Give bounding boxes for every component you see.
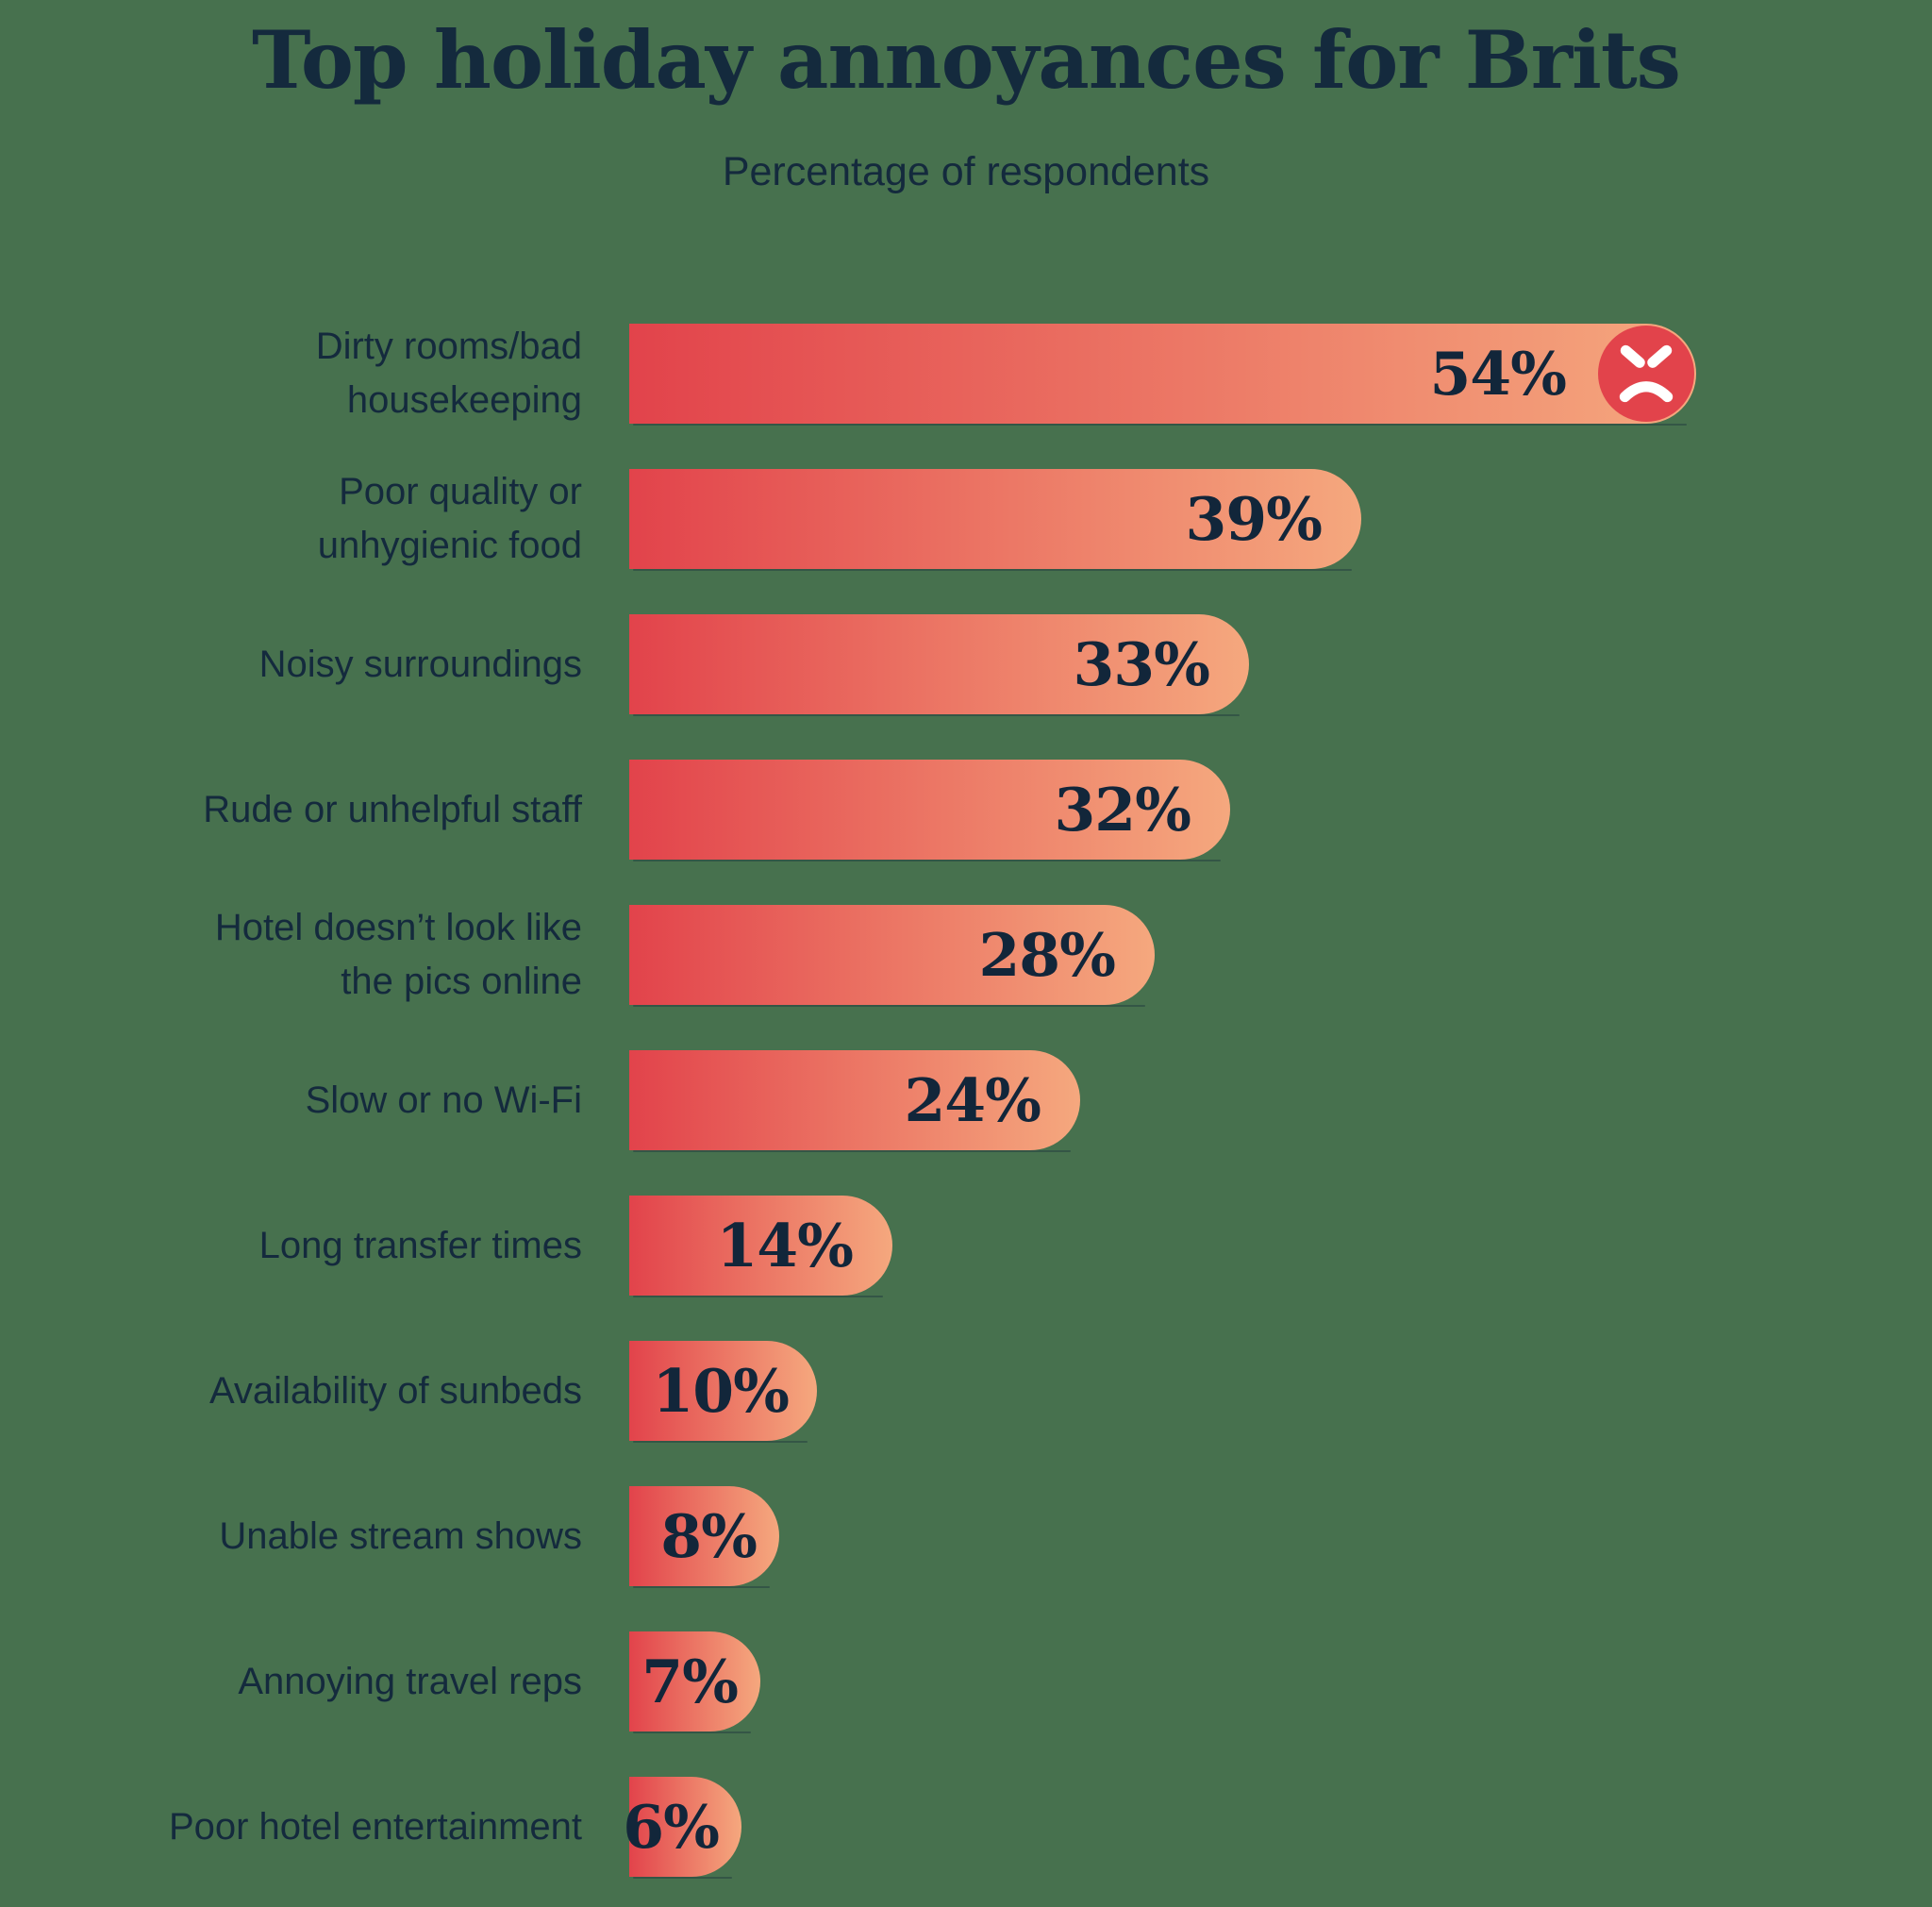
category-label: Annoying travel reps <box>238 1660 582 1702</box>
bar-value-label: 54% <box>1429 339 1567 409</box>
chart-row: Slow or no Wi-Fi 24% <box>0 1050 1932 1152</box>
bar: 28% <box>629 905 1155 1007</box>
bar: 54% <box>629 324 1696 426</box>
bar: 33% <box>629 614 1249 716</box>
bar: 7% <box>629 1631 760 1733</box>
bar: 39% <box>629 469 1361 571</box>
chart-row: Unable stream shows 8% <box>0 1486 1932 1588</box>
chart-row: Poor quality or unhygienic food 39% <box>0 469 1932 571</box>
chart-subtitle: Percentage of respondents <box>722 149 1210 194</box>
category-label: Unable stream shows <box>219 1514 582 1557</box>
bar-value-label: 24% <box>904 1065 1041 1135</box>
bar: 14% <box>629 1196 892 1297</box>
chart-title: Top holiday annoyances for Brits <box>252 13 1681 107</box>
bar: 10% <box>629 1341 817 1443</box>
category-label: Slow or no Wi-Fi <box>305 1079 582 1121</box>
chart-row: Hotel doesn’t look like the pics online 28… <box>0 905 1932 1007</box>
bar-value-label: 32% <box>1054 775 1191 845</box>
category-label: Dirty rooms/bad housekeeping <box>315 326 582 421</box>
bar: 8% <box>629 1486 779 1588</box>
bar: 6% <box>623 1777 741 1879</box>
category-label: Rude or unhelpful staff <box>203 788 582 830</box>
category-label: Poor hotel entertainment <box>168 1805 582 1848</box>
category-label: Poor quality or unhygienic food <box>317 471 582 566</box>
chart-row: Dirty rooms/bad housekeeping 54% <box>0 324 1932 426</box>
bar-value-label: 10% <box>652 1356 790 1426</box>
bar: 32% <box>629 760 1230 861</box>
chart-row: Noisy surroundings 33% <box>0 614 1932 716</box>
angry-face-icon <box>1598 326 1694 422</box>
chart-row: Availability of sunbeds 10% <box>0 1341 1932 1443</box>
category-label: Long transfer times <box>258 1224 582 1266</box>
category-label: Noisy surroundings <box>258 643 582 685</box>
chart-row: Poor hotel entertainment 6% <box>0 1777 1932 1879</box>
chart-row: Rude or unhelpful staff 32% <box>0 760 1932 861</box>
bar-value-label: 28% <box>978 920 1116 990</box>
category-label: Availability of sunbeds <box>208 1369 582 1412</box>
chart-row: Long transfer times 14% <box>0 1196 1932 1297</box>
bar-value-label: 8% <box>660 1501 758 1571</box>
bar-value-label: 6% <box>623 1792 720 1862</box>
category-label: Hotel doesn’t look like the pics online <box>214 907 582 1002</box>
bar-value-label: 7% <box>641 1647 739 1716</box>
bar: 24% <box>629 1050 1080 1152</box>
bar-value-label: 14% <box>716 1211 854 1280</box>
chart-row: Annoying travel reps 7% <box>0 1631 1932 1733</box>
bar-value-label: 33% <box>1073 629 1210 699</box>
bar-value-label: 39% <box>1185 484 1323 554</box>
